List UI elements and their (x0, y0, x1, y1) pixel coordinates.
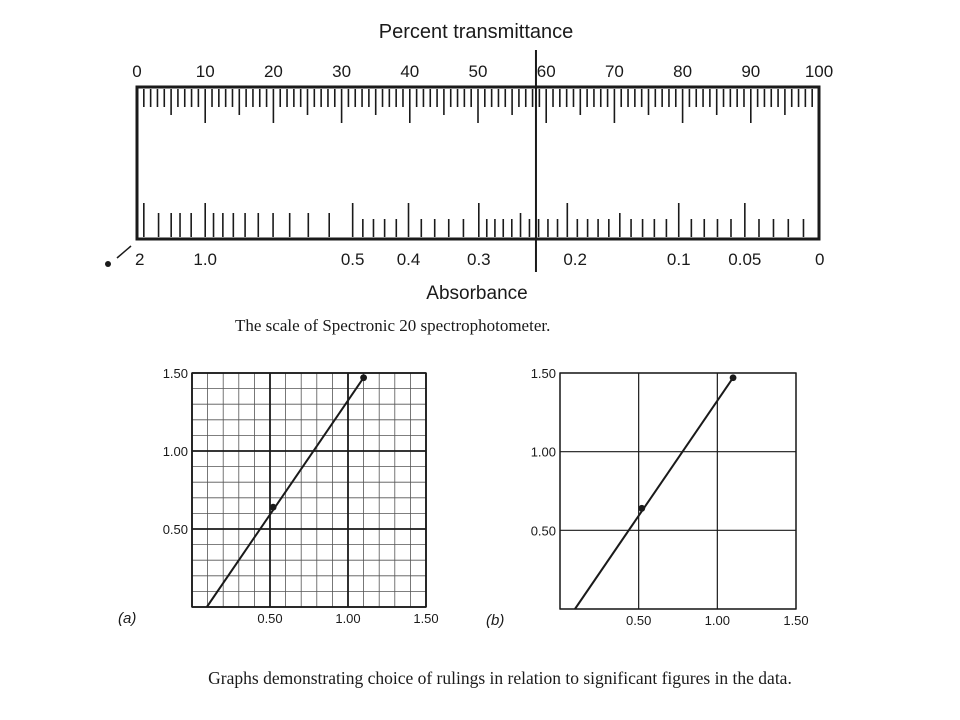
absorbance-label: 2 (135, 250, 144, 269)
fit-line (205, 377, 365, 608)
absorbance-ticks (143, 203, 820, 237)
scale-caption: The scale of Spectronic 20 spectrophotom… (235, 316, 550, 335)
absorbance-label: 0 (815, 250, 824, 269)
x-tick-label: 1.00 (335, 611, 360, 626)
transmittance-label: 80 (673, 62, 692, 81)
absorbance-label: 0.1 (667, 250, 691, 269)
y-tick-label: 0.50 (163, 522, 188, 537)
x-tick-label: 1.50 (783, 613, 808, 628)
x-tick-label: 0.50 (257, 611, 282, 626)
transmittance-label: 20 (264, 62, 283, 81)
graph-frame (559, 372, 797, 610)
absorbance-axis-label: Absorbance (426, 283, 527, 304)
absorbance-label: 0.4 (397, 250, 421, 269)
panel-label: (a) (118, 610, 136, 627)
transmittance-label: 70 (605, 62, 624, 81)
absorbance-labels: 2 1.0 0.5 0.4 0.3 0.2 0.1 0.05 0 (135, 250, 824, 269)
transmittance-label: 10 (196, 62, 215, 81)
dot-mark (105, 261, 111, 267)
y-tick-label: 1.50 (531, 366, 556, 381)
graph-frame (191, 372, 427, 608)
fit-line (574, 377, 734, 610)
graph-a: 0.50 1.00 1.50 0.50 1.00 1.50 (a) (118, 366, 439, 627)
transmittance-label: 90 (741, 62, 760, 81)
transmittance-label: 50 (469, 62, 488, 81)
x-tick-label: 1.50 (413, 611, 438, 626)
data-point (729, 374, 737, 382)
panel-label: (b) (486, 612, 504, 629)
scale-frame (135, 85, 821, 241)
bottom-caption: Graphs demonstrating choice of rulings i… (208, 668, 792, 688)
x-tick-label: 1.00 (705, 613, 730, 628)
scale-title: Percent transmittance (379, 21, 574, 43)
absorbance-label: 0.2 (563, 250, 587, 269)
transmittance-label: 60 (537, 62, 556, 81)
absorbance-label: 1.0 (193, 250, 217, 269)
transmittance-labels: 0 10 20 30 40 50 60 70 80 90 100 (132, 62, 833, 81)
data-point (360, 374, 367, 382)
transmittance-label: 40 (400, 62, 419, 81)
transmittance-label: 100 (805, 62, 833, 81)
transmittance-label: 0 (132, 62, 141, 81)
y-tick-label: 1.50 (163, 366, 188, 381)
data-point (638, 504, 646, 512)
y-tick-label: 0.50 (531, 523, 556, 538)
y-tick-label: 1.00 (163, 444, 188, 459)
absorbance-label: 0.3 (467, 250, 491, 269)
x-tick-label: 0.50 (626, 613, 651, 628)
graph-b: 0.50 1.00 1.50 0.50 1.00 1.50 (b) (486, 366, 809, 629)
absorbance-label: 0.05 (728, 250, 761, 269)
transmittance-label: 30 (332, 62, 351, 81)
absorbance-label: 0.5 (341, 250, 365, 269)
slash-mark (116, 245, 132, 259)
spectrophotometer-scale: Percent transmittance 0 10 20 30 40 50 60 70 80 9… (105, 21, 833, 304)
transmittance-ticks (136, 89, 820, 123)
data-point (269, 503, 277, 511)
y-tick-label: 1.00 (531, 445, 556, 460)
